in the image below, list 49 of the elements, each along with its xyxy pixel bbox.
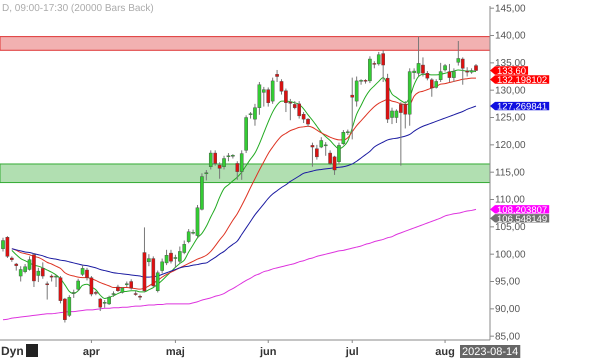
candlestick [342, 130, 346, 146]
candlestick [76, 278, 80, 292]
text: 108,203807 [497, 204, 548, 216]
x-tick-label: maj [166, 346, 185, 358]
y-tick-label: 125,00 [495, 112, 526, 124]
candlestick [40, 262, 45, 280]
y-tick-label: 110,00 [495, 194, 526, 206]
text: 132,198102 [497, 74, 548, 86]
candlestick [240, 150, 244, 180]
candlestick [376, 51, 381, 66]
x-tick-label: jul [344, 346, 359, 358]
chart-title: D, 09:00-17:30 (20000 Bars Back) [2, 3, 154, 14]
text: 133,60 [497, 66, 526, 77]
line-series [2, 208, 476, 320]
candlestick [129, 278, 133, 290]
candlestick [310, 142, 314, 168]
y-tick-label: 100,00 [495, 249, 526, 260]
candlestick [315, 144, 319, 160]
text: 2023-08-14 [462, 346, 518, 358]
candlestick [456, 40, 460, 66]
candlestick [319, 136, 324, 149]
candlestick [204, 169, 208, 181]
y-tick-label: 115,00 [495, 167, 526, 178]
x-tick-label: apr [82, 346, 101, 358]
candlestick [213, 150, 217, 166]
y-tick-label: 85,00 [495, 331, 520, 342]
candlestick [430, 78, 434, 98]
candlestick [270, 77, 274, 104]
candlestick [275, 69, 279, 82]
candlestick [208, 150, 213, 170]
candlestick [98, 297, 102, 312]
candlestick [350, 77, 354, 140]
text: 127,269841 [497, 101, 548, 112]
x-tick-label: jun [258, 346, 277, 358]
candlestick [324, 142, 328, 156]
y-tick-label: 120,00 [495, 140, 526, 152]
y-tick-label: 130,00 [495, 85, 526, 96]
candlestick [45, 281, 50, 300]
candlestick [381, 50, 385, 82]
y-tick-label: 140,00 [495, 30, 526, 42]
y-tick-label: 90,00 [495, 304, 520, 316]
candlestick [460, 56, 465, 86]
x-tick-label: aug [435, 346, 455, 358]
candlestick [434, 78, 438, 90]
text: Dyn [1, 344, 24, 358]
y-tick-label: 145,00 [495, 3, 526, 14]
candlestick [438, 62, 442, 82]
y-tick-label: 95,00 [495, 276, 520, 288]
y-tick-label: 105,00 [495, 222, 526, 234]
